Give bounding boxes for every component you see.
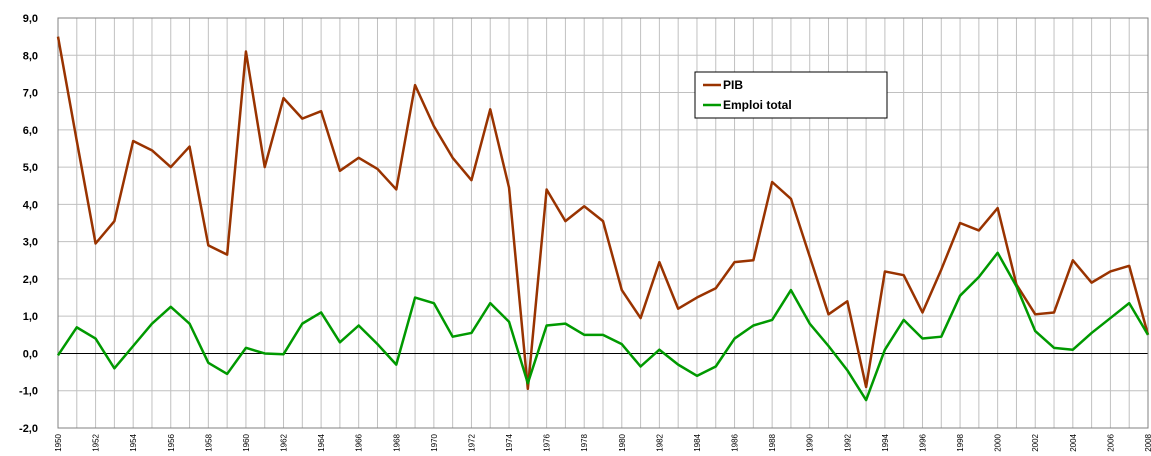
x-tick-label: 2008 <box>1144 433 1151 451</box>
y-tick-label: 9,0 <box>23 13 38 25</box>
x-tick-label: 1960 <box>242 433 251 451</box>
x-tick-label: 1968 <box>392 433 401 451</box>
legend-label: Emploi total <box>723 98 792 112</box>
series-line <box>56 251 1150 402</box>
x-tick-label: 1986 <box>731 433 740 451</box>
x-tick-label: 1952 <box>92 433 101 451</box>
x-tick-label: 2006 <box>1106 433 1115 451</box>
x-tick-label: 1976 <box>543 433 552 451</box>
legend: PIB Emploi total <box>694 71 888 119</box>
x-tick-label: 1984 <box>693 433 702 451</box>
y-tick-label: 8,0 <box>23 50 38 62</box>
y-tick-label: 6,0 <box>23 125 38 137</box>
x-tick-label: 1992 <box>843 433 852 451</box>
y-tick-label: 3,0 <box>23 237 38 249</box>
x-tick-label: 1966 <box>355 433 364 451</box>
legend-label: PIB <box>723 78 743 92</box>
x-tick-label: 1998 <box>956 433 965 451</box>
x-tick-label: 1994 <box>881 433 890 451</box>
y-tick-label: 5,0 <box>23 162 38 174</box>
x-tick-label: 2004 <box>1069 433 1078 451</box>
y-tick-label: 0,0 <box>23 348 38 360</box>
y-tick-label: 2,0 <box>23 274 38 286</box>
x-tick-label: 2002 <box>1031 433 1040 451</box>
x-tick-label: 1996 <box>918 433 927 451</box>
x-tick-label: 1958 <box>204 433 213 451</box>
x-tick-label: 1990 <box>806 433 815 451</box>
x-tick-label: 1978 <box>580 433 589 451</box>
y-tick-label: -2,0 <box>19 423 38 435</box>
legend-box <box>694 71 888 119</box>
x-tick-label: 1962 <box>280 433 289 451</box>
x-tick-label: 1970 <box>430 433 439 451</box>
x-tick-label: 1964 <box>317 433 326 451</box>
x-tick-label: 1954 <box>129 433 138 451</box>
y-tick-label: 4,0 <box>23 199 38 211</box>
x-tick-label: 1974 <box>505 433 514 451</box>
x-tick-label: 1988 <box>768 433 777 451</box>
series-line <box>56 36 1150 391</box>
y-tick-label: 7,0 <box>23 88 38 100</box>
plot-border <box>57 17 1149 429</box>
y-tick-label: 1,0 <box>23 311 38 323</box>
x-tick-label: 2000 <box>994 433 1003 451</box>
y-tick-label: -1,0 <box>19 386 38 398</box>
x-tick-label: 1980 <box>618 433 627 451</box>
x-tick-label: 1956 <box>167 433 176 451</box>
x-tick-label: 1972 <box>467 433 476 451</box>
x-tick-label: 1982 <box>655 433 664 451</box>
x-tick-label: 1950 <box>54 433 63 451</box>
